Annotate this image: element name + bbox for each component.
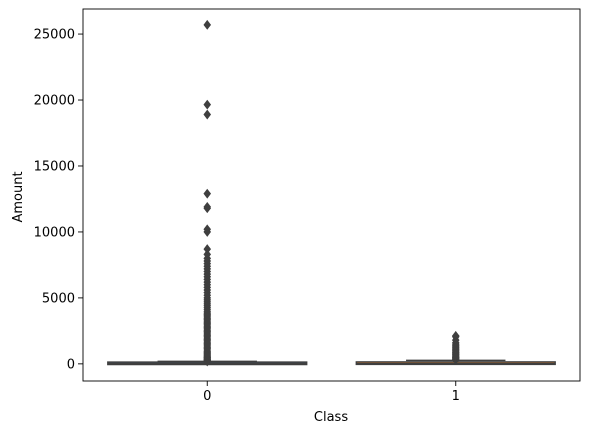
outlier-point <box>204 189 211 198</box>
outlier-point <box>204 20 211 29</box>
y-tick-label: 20000 <box>34 94 75 109</box>
plot-frame <box>83 9 580 381</box>
y-tick-label: 0 <box>67 357 75 372</box>
y-tick-label: 10000 <box>34 225 75 240</box>
x-axis-label: Class <box>314 410 348 425</box>
y-tick-label: 25000 <box>34 28 75 43</box>
outlier-point <box>204 245 211 254</box>
y-tick-label: 5000 <box>42 291 75 306</box>
outlier-point <box>204 100 211 109</box>
x-tick-label: 1 <box>452 389 460 404</box>
outlier-point <box>204 110 211 119</box>
y-axis: 0 5000 10000 15000 20000 25000 <box>34 28 83 373</box>
y-tick-label: 15000 <box>34 159 75 174</box>
plot-area <box>108 20 555 365</box>
y-axis-label: Amount <box>11 171 26 222</box>
x-tick-label: 0 <box>203 389 211 404</box>
